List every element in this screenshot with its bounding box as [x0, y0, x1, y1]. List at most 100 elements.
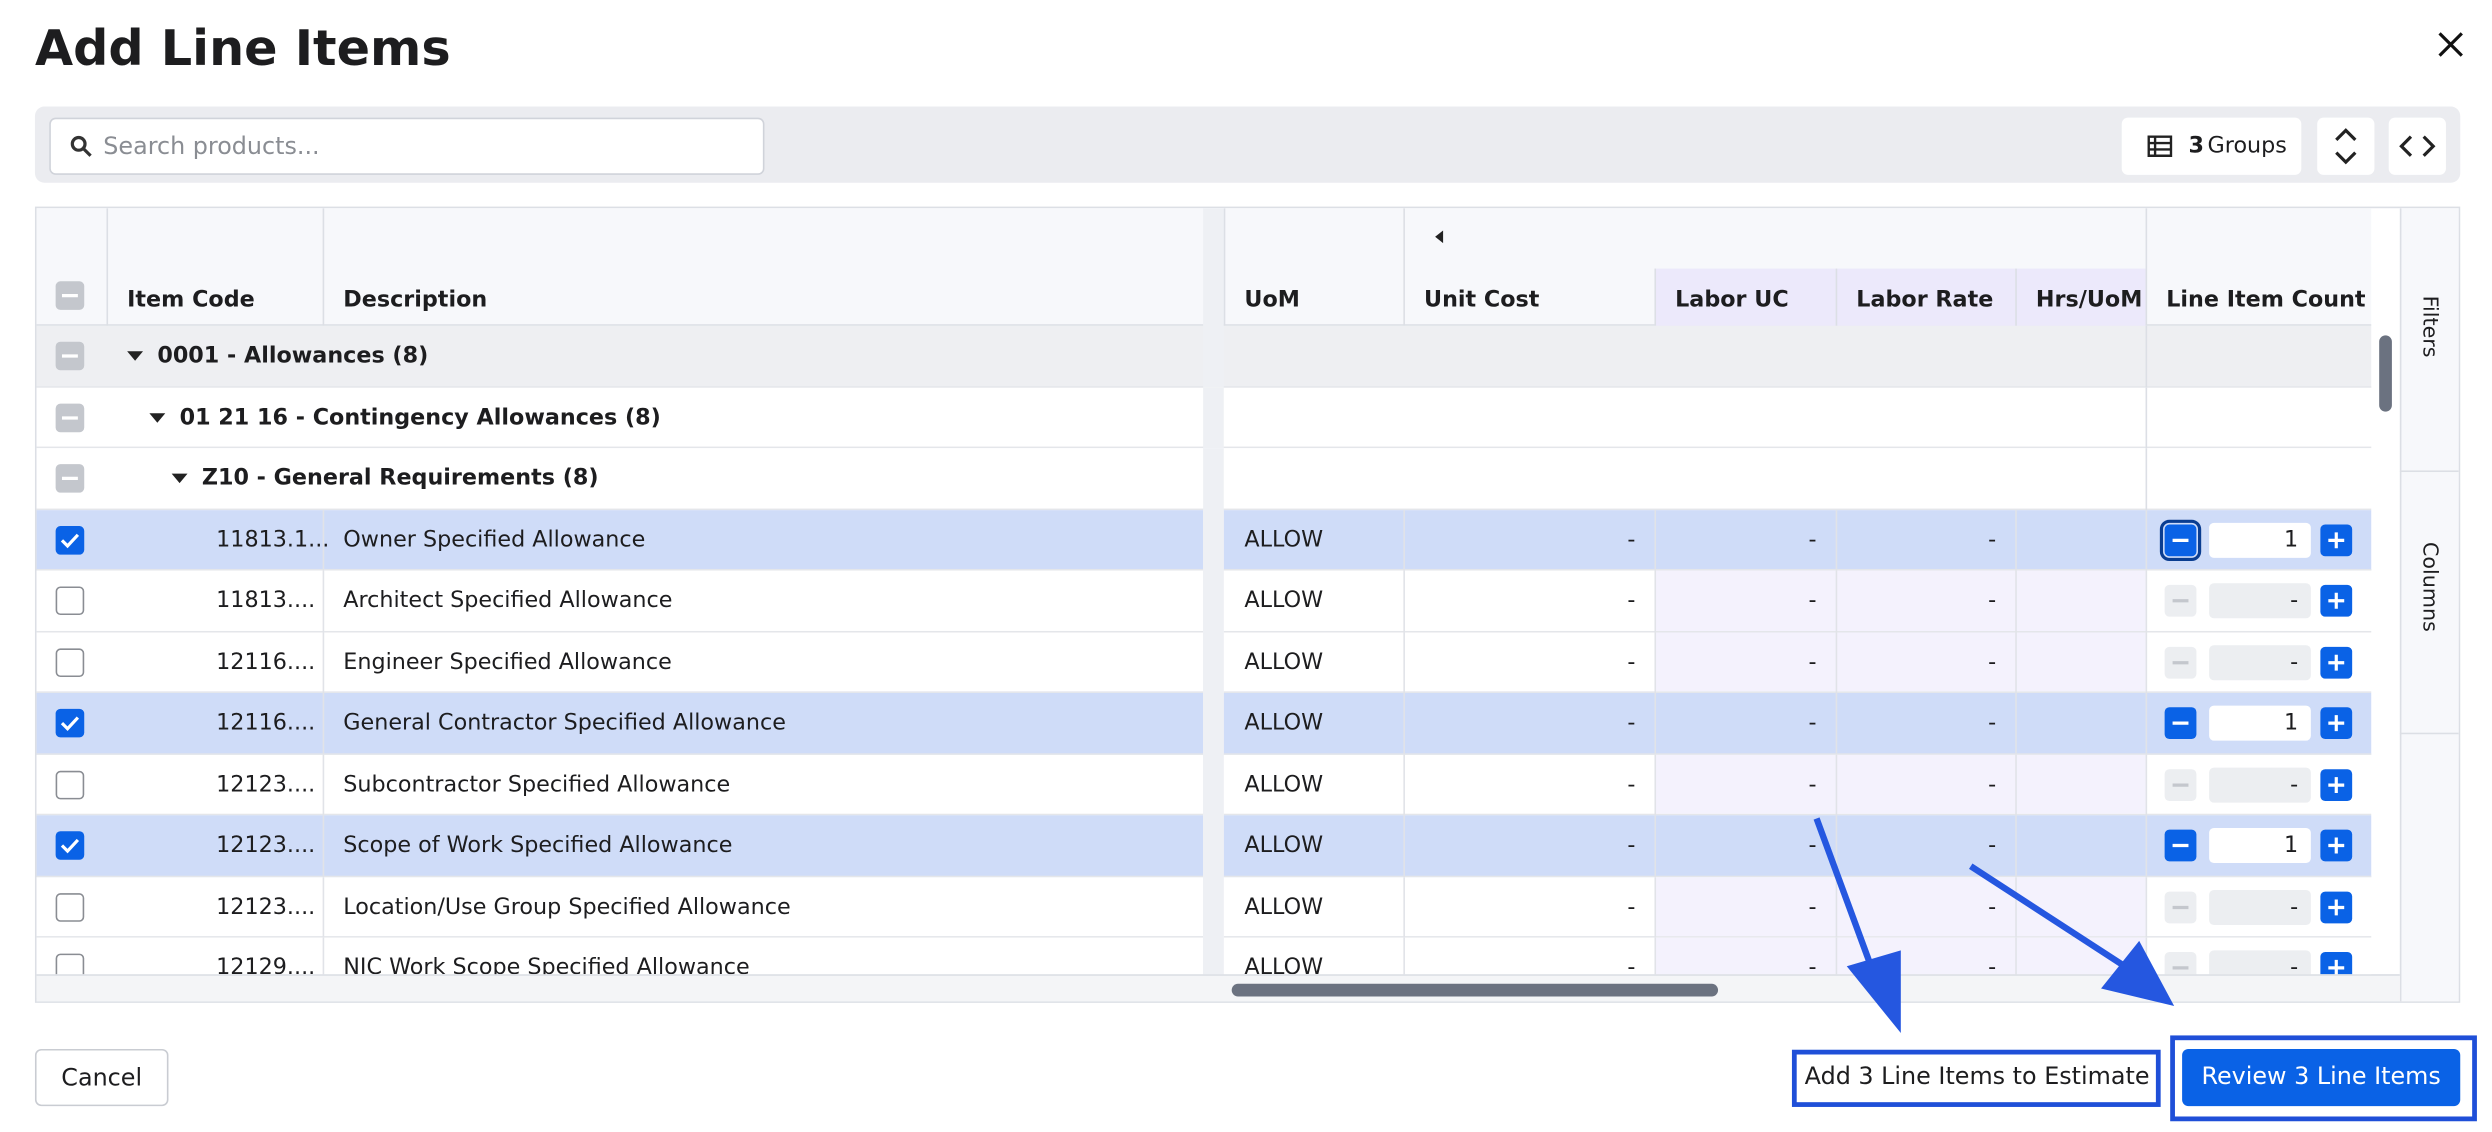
hscroll-thumb: [1231, 983, 1719, 997]
labor-rate: -: [1988, 771, 1997, 798]
decrement-button[interactable]: [2164, 584, 2197, 617]
group-checkbox[interactable]: [55, 464, 85, 493]
unit-cost: -: [1627, 588, 1636, 614]
increment-button[interactable]: [2320, 584, 2353, 617]
side-tab[interactable]: Columns: [2417, 541, 2442, 632]
row-checkbox[interactable]: [55, 586, 85, 616]
item-code: 12123....: [216, 771, 316, 798]
labor-header-bg: [1654, 268, 2146, 326]
group-divider: [2145, 448, 2148, 510]
decrement-button[interactable]: [2164, 707, 2197, 740]
cell-divider: [2015, 570, 2017, 632]
side-tab[interactable]: Filters: [2417, 295, 2442, 358]
column-header: Hrs/UoM: [2035, 287, 2143, 314]
cell-divider: [2015, 876, 2017, 938]
count-input[interactable]: [2209, 889, 2311, 925]
cancel-button[interactable]: Cancel: [34, 1048, 169, 1107]
cell-divider: [1403, 876, 1405, 938]
group-checkbox[interactable]: [55, 341, 85, 371]
count-input[interactable]: [2209, 583, 2311, 619]
increment-button[interactable]: [2320, 768, 2353, 801]
unit-cost: -: [1627, 710, 1636, 736]
count-value: 1: [2283, 710, 2299, 736]
labor-rate: -: [1988, 710, 1997, 736]
row-checkbox[interactable]: [55, 708, 85, 738]
row-checkbox[interactable]: [55, 525, 85, 554]
decrement-button[interactable]: [2159, 518, 2202, 561]
decrement-button[interactable]: [2164, 890, 2197, 923]
decrement-button[interactable]: [2164, 829, 2197, 862]
item-description: Owner Specified Allowance: [343, 526, 646, 553]
unit-cost: -: [1627, 526, 1636, 553]
increment-button[interactable]: [2320, 890, 2353, 923]
item-description: Subcontractor Specified Allowance: [343, 771, 731, 798]
increment-button[interactable]: [2320, 523, 2353, 556]
expand-icon: [2335, 128, 2357, 165]
item-uom: ALLOW: [1244, 526, 1324, 553]
row-checkbox[interactable]: [55, 831, 85, 860]
column-header: UoM: [1244, 287, 1300, 314]
close-button[interactable]: [2435, 29, 2467, 61]
cell-divider: [1403, 754, 1405, 816]
review-button[interactable]: Review 3 Line Items: [2182, 1048, 2461, 1107]
cell-divider: [322, 815, 325, 877]
item-row: [36, 876, 1204, 938]
count-input[interactable]: [2209, 828, 2311, 863]
column-header: Labor UC: [1675, 287, 1789, 314]
count-input[interactable]: [2209, 644, 2311, 680]
item-uom: ALLOW: [1244, 771, 1324, 798]
labor-uc: -: [1808, 649, 1817, 675]
row-checkbox[interactable]: [55, 892, 85, 921]
cell-divider: [322, 937, 325, 999]
group-toggle[interactable]: [127, 351, 144, 361]
cell-divider: [1654, 815, 1657, 877]
item-code: 11813....: [216, 588, 316, 614]
decrement-button[interactable]: [2164, 768, 2197, 801]
groups-button[interactable]: 3 Groups: [2121, 117, 2302, 175]
group-label: 01 21 16 - Contingency Allowances (8): [179, 404, 661, 430]
pinned-gap: [1203, 876, 1224, 938]
pinned-gap: [1203, 815, 1224, 877]
cell-divider: [1403, 570, 1405, 632]
group-toggle[interactable]: [171, 473, 188, 484]
column-divider: [2145, 208, 2148, 326]
item-row: [36, 815, 1204, 877]
unit-cost: -: [1627, 771, 1636, 798]
item-uom: ALLOW: [1244, 649, 1324, 675]
increment-button[interactable]: [2320, 646, 2353, 678]
column-header: Description: [343, 287, 488, 314]
group-divider: [2145, 325, 2148, 387]
count-value: -: [2290, 771, 2299, 798]
expand-button[interactable]: [2317, 117, 2375, 175]
count-value: -: [2290, 893, 2299, 920]
cell-divider: [322, 570, 325, 632]
cell-divider: [2145, 692, 2148, 755]
add-button[interactable]: Add 3 Line Items to Estimate: [1799, 1052, 2156, 1103]
item-code: 12116....: [216, 649, 316, 675]
decrement-button[interactable]: [2164, 646, 2197, 678]
increment-button[interactable]: [2320, 707, 2353, 740]
cell-divider: [1835, 631, 1838, 693]
count-input[interactable]: [2209, 766, 2311, 802]
cell-divider: [2145, 876, 2148, 938]
cell-divider: [2145, 570, 2148, 632]
row-checkbox[interactable]: [55, 770, 85, 799]
collapse-arrow: [1435, 230, 1444, 244]
labor-cells: [1654, 754, 2146, 814]
search-box[interactable]: Search products...: [49, 117, 765, 175]
count-input[interactable]: [2209, 705, 2311, 741]
group-checkbox[interactable]: [55, 402, 85, 432]
count-input[interactable]: [2209, 522, 2311, 558]
increment-button[interactable]: [2320, 829, 2353, 862]
code-button[interactable]: [2388, 117, 2446, 175]
group-toggle[interactable]: [149, 412, 166, 422]
group-label: 0001 - Allowances (8): [157, 343, 429, 369]
item-code: 12129....: [216, 955, 316, 981]
item-code: 12123....: [216, 893, 316, 920]
row-checkbox[interactable]: [55, 647, 85, 677]
scroll-thumb: [2379, 335, 2392, 412]
item-description: Location/Use Group Specified Allowance: [343, 893, 791, 920]
select-all-checkbox[interactable]: [55, 281, 85, 310]
cell-divider: [322, 631, 325, 693]
